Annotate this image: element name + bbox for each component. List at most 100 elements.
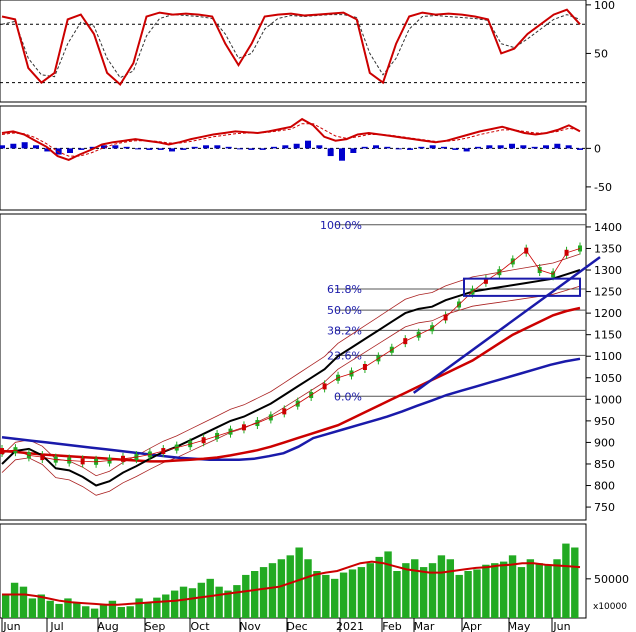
y-tick-label: 50000 bbox=[594, 573, 629, 586]
macd-histogram-bar bbox=[67, 148, 73, 153]
volume-bar bbox=[393, 571, 401, 618]
macd-histogram-bar bbox=[112, 145, 119, 149]
macd-histogram-bar bbox=[203, 145, 209, 149]
volume-bar bbox=[562, 543, 570, 618]
fibonacci-level-label: 100.0% bbox=[320, 219, 362, 232]
volume-bar bbox=[571, 547, 579, 618]
volume-bar bbox=[402, 563, 410, 618]
macd-histogram-bar bbox=[520, 145, 527, 149]
macd-histogram-bar bbox=[33, 145, 39, 149]
volume-bar bbox=[419, 567, 428, 618]
x-tick-label: 2021 bbox=[336, 620, 364, 632]
volume-bar bbox=[250, 571, 259, 618]
macd-histogram-bar bbox=[361, 146, 368, 149]
volume-bar bbox=[19, 586, 28, 618]
macd-histogram-bar bbox=[429, 145, 436, 149]
fibonacci-level-label: 0.0% bbox=[334, 390, 362, 403]
macd-histogram-bar bbox=[180, 148, 187, 150]
macd-panel: 0 -50 bbox=[0, 105, 612, 211]
panel-frame bbox=[0, 213, 587, 521]
stochastic-panel: 50 100 bbox=[0, 0, 615, 103]
macd-histogram-bar bbox=[101, 145, 107, 149]
volume-bar bbox=[322, 574, 330, 618]
volume-bar bbox=[37, 594, 45, 618]
macd-histogram-bar bbox=[135, 148, 141, 150]
y-tick-label: 950 bbox=[594, 415, 615, 428]
stoch-k-line bbox=[1, 8, 581, 87]
macd-histogram-bar bbox=[497, 145, 504, 149]
bollinger-lower bbox=[1, 285, 581, 496]
volume-bar bbox=[135, 598, 143, 618]
price-candle-body bbox=[0, 448, 4, 455]
y-tick-label: 100 bbox=[594, 0, 615, 12]
x-axis: Jun Jul Aug Sep Oct Nov Dec 2021 Feb Mar Apr May Jun bbox=[1, 618, 571, 632]
macd-histogram-bar bbox=[191, 146, 198, 149]
y-tick-label: 1150 bbox=[594, 329, 622, 342]
volume-bar bbox=[384, 551, 392, 618]
macd-histogram-bar bbox=[565, 145, 572, 149]
moving-average-red bbox=[1, 306, 581, 463]
macd-histogram-bar bbox=[486, 145, 493, 149]
volume-bar bbox=[331, 578, 339, 618]
volume-bar bbox=[126, 606, 134, 618]
volume-bar bbox=[428, 563, 437, 618]
macd-histogram-bar bbox=[463, 148, 470, 152]
volume-bar bbox=[224, 590, 232, 618]
volume-bar bbox=[215, 586, 223, 618]
volume-bar bbox=[357, 567, 366, 618]
volume-bar bbox=[73, 602, 81, 618]
macd-histogram-bar bbox=[225, 146, 232, 149]
volume-bar bbox=[268, 563, 277, 618]
y-tick-label: 50 bbox=[594, 47, 608, 60]
x-tick-label: Oct bbox=[190, 620, 210, 632]
x-tick-label: Aug bbox=[97, 620, 118, 632]
trend-line bbox=[412, 256, 601, 394]
volume-bar bbox=[339, 572, 348, 618]
volume-bar bbox=[526, 559, 535, 618]
macd-histogram-bar bbox=[157, 148, 164, 150]
macd-histogram-bar bbox=[339, 148, 345, 161]
volume-bar bbox=[304, 559, 312, 618]
macd-histogram-bar bbox=[169, 148, 175, 152]
volume-bar bbox=[508, 555, 517, 618]
volume-bar bbox=[99, 603, 108, 618]
volume-bar bbox=[82, 606, 90, 618]
y-tick-label: -50 bbox=[594, 181, 612, 194]
macd-histogram-bar bbox=[327, 148, 334, 157]
x-tick-label: Jun bbox=[2, 620, 20, 632]
volume-bar bbox=[188, 588, 197, 618]
volume-bar bbox=[233, 585, 241, 618]
volume-bar bbox=[295, 547, 303, 618]
y-tick-label: 1100 bbox=[594, 350, 622, 363]
x-tick-label: Mar bbox=[414, 620, 435, 632]
volume-bar bbox=[535, 563, 543, 618]
macd-histogram-bar bbox=[395, 148, 402, 150]
volume-bar bbox=[446, 559, 455, 618]
macd-histogram-bar bbox=[577, 148, 583, 150]
volume-bar bbox=[366, 563, 374, 618]
fibonacci-level-label: 61.8% bbox=[327, 283, 362, 296]
volume-bar bbox=[482, 564, 490, 618]
volume-bar bbox=[375, 556, 383, 618]
volume-bar bbox=[553, 559, 561, 618]
volume-bar bbox=[277, 559, 286, 618]
volume-bar bbox=[242, 574, 250, 618]
macd-histogram-bar bbox=[89, 146, 96, 149]
macd-histogram-bar bbox=[123, 146, 130, 149]
macd-histogram-bar bbox=[44, 148, 51, 152]
fibonacci-level-label: 50.0% bbox=[327, 304, 362, 317]
volume-bar bbox=[348, 569, 357, 618]
volume-bar bbox=[411, 559, 419, 618]
volume-bar bbox=[259, 567, 268, 618]
x-tick-label: Jul bbox=[49, 620, 63, 632]
macd-histogram-bar bbox=[531, 146, 538, 149]
volume-bar bbox=[455, 574, 463, 618]
volume-moving-average bbox=[2, 560, 581, 606]
volume-bar bbox=[313, 571, 321, 618]
x-tick-label: Apr bbox=[462, 620, 482, 632]
volume-bar bbox=[491, 563, 499, 618]
volume-bar bbox=[544, 564, 552, 618]
macd-histogram-bar bbox=[418, 146, 425, 149]
macd-histogram-bar bbox=[373, 145, 379, 149]
